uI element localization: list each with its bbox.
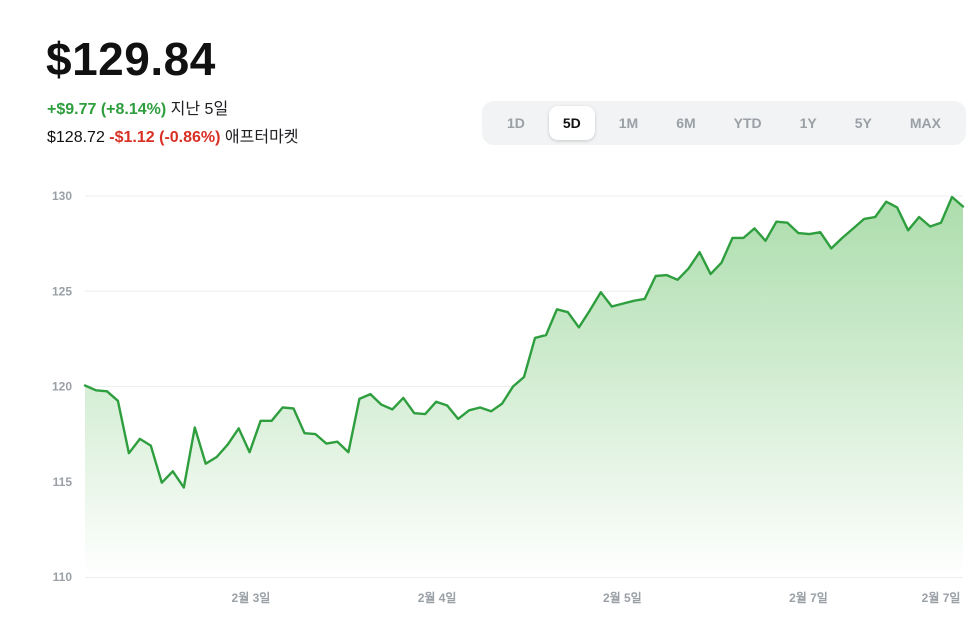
range-button-ytd[interactable]: YTD [720,106,776,140]
price-change-line: +$9.77 (+8.14%) 지난 5일 [47,95,228,119]
after-market-change: -$1.12 (-0.86%) [109,129,221,146]
y-tick-label: 130 [52,189,72,203]
time-range-selector: 1D 5D 1M 6M YTD 1Y 5Y MAX [482,101,966,145]
change-period-label: 지난 5일 [170,101,229,118]
price-line [83,195,965,489]
range-button-1d[interactable]: 1D [493,106,539,140]
range-button-5d[interactable]: 5D [548,106,595,140]
x-tick-label: 2월 5일 [603,590,642,605]
x-tick-label: 2월 7일 [789,590,828,605]
x-tick-label: 2월 3일 [232,590,271,605]
current-price: $129.84 [46,33,216,85]
price-area-fill [85,197,963,577]
range-button-5y[interactable]: 5Y [841,106,886,140]
y-tick-label: 115 [53,475,73,489]
price-change: +$9.77 (+8.14%) [47,101,167,118]
y-tick-label: 125 [52,284,72,298]
range-button-6m[interactable]: 6M [662,106,709,140]
after-market-line: $128.72 -$1.12 (-0.86%) 애프터마켓 [47,123,299,147]
y-tick-label: 110 [53,570,73,584]
x-tick-label: 2월 7일 [922,590,961,605]
range-button-1y[interactable]: 1Y [786,106,831,140]
y-tick-label: 120 [52,380,72,394]
range-button-max[interactable]: MAX [896,106,955,140]
range-button-1m[interactable]: 1M [605,106,652,140]
after-market-label: 애프터마켓 [224,129,299,146]
x-tick-label: 2월 4일 [418,590,457,605]
after-market-price: $128.72 [47,129,105,146]
